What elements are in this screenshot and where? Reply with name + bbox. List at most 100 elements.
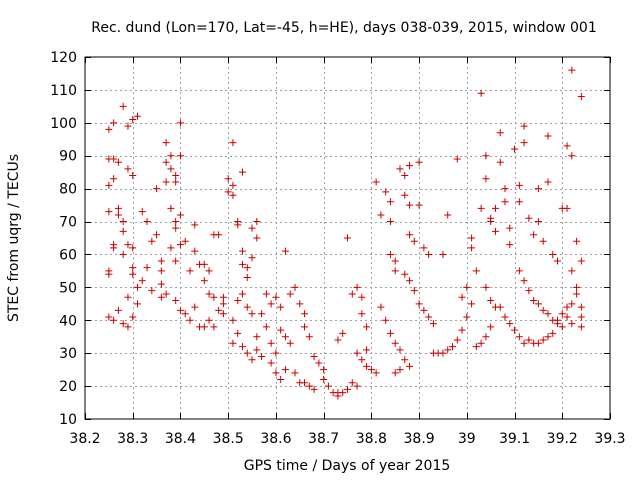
grid (85, 57, 610, 419)
data-point (105, 313, 113, 321)
data-point (468, 234, 476, 242)
x-tick-label: 38.2 (69, 431, 100, 447)
y-tick-label: 10 (59, 412, 77, 428)
data-point (391, 267, 399, 275)
x-tick-label: 38.7 (308, 431, 339, 447)
data-point (334, 336, 342, 344)
data-point (520, 277, 528, 285)
data-point (372, 178, 380, 186)
data-point (119, 250, 127, 258)
data-point (191, 303, 199, 311)
data-point (544, 310, 552, 318)
x-tick-label: 38.6 (260, 431, 291, 447)
data-point (530, 297, 538, 305)
data-point (568, 320, 576, 328)
data-point (296, 300, 304, 308)
data-point (253, 346, 261, 354)
data-point (477, 339, 485, 347)
data-point (172, 218, 180, 226)
chart-title: Rec. dund (Lon=170, Lat=-45, h=HE), days… (91, 20, 597, 36)
data-point (568, 152, 576, 160)
y-tick-label: 20 (59, 379, 77, 395)
data-point (382, 188, 390, 196)
data-point (205, 267, 213, 275)
data-point (248, 224, 256, 232)
data-point (153, 231, 161, 239)
data-point (439, 349, 447, 357)
y-tick-label: 100 (50, 116, 77, 132)
data-point (234, 221, 242, 229)
data-point (391, 339, 399, 347)
data-point (415, 201, 423, 209)
data-point (520, 122, 528, 130)
data-point (229, 181, 237, 189)
data-point (568, 66, 576, 74)
data-point (391, 257, 399, 265)
data-point (391, 369, 399, 377)
data-point (248, 356, 256, 364)
data-point (544, 132, 552, 140)
data-point (210, 293, 218, 301)
data-point (401, 356, 409, 364)
data-point (114, 306, 122, 314)
data-point (172, 297, 180, 305)
data-point (172, 178, 180, 186)
data-point (401, 270, 409, 278)
data-point (573, 290, 581, 298)
data-point (458, 293, 466, 301)
data-point (291, 283, 299, 291)
x-tick-label: 39 (458, 431, 476, 447)
data-point (301, 323, 309, 331)
data-point (110, 155, 118, 163)
data-point (305, 382, 313, 390)
data-point (453, 336, 461, 344)
data-point (205, 316, 213, 324)
data-point (406, 231, 414, 239)
data-point (172, 257, 180, 265)
data-point (377, 211, 385, 219)
data-point (200, 260, 208, 268)
data-point (243, 349, 251, 357)
data-point (224, 188, 232, 196)
data-point (530, 231, 538, 239)
data-point (239, 343, 246, 351)
data-point (468, 244, 476, 252)
data-points (105, 66, 585, 400)
data-point (577, 313, 585, 321)
data-point (573, 283, 581, 291)
data-point (563, 142, 571, 150)
data-point (568, 267, 576, 275)
x-tick-label: 38.8 (356, 431, 387, 447)
data-point (305, 333, 313, 341)
data-point (119, 320, 127, 328)
data-point (129, 116, 137, 124)
axis-ticks: 38.2 38.3 38.4 38.5 38.6 38.7 38.8 38.9 39 39.1 39… (50, 50, 625, 447)
data-point (281, 333, 289, 341)
data-point (534, 339, 542, 347)
y-tick-label: 70 (59, 215, 77, 231)
data-point (449, 343, 456, 351)
data-point (506, 241, 514, 249)
data-point (549, 329, 557, 337)
data-point (224, 175, 232, 183)
y-tick-label: 90 (59, 149, 77, 165)
data-point (234, 329, 242, 337)
data-point (525, 287, 533, 295)
data-point (487, 214, 495, 222)
data-point (511, 326, 519, 334)
x-tick-label: 38.9 (404, 431, 435, 447)
data-point (153, 185, 161, 193)
data-point (105, 267, 113, 275)
data-point (544, 178, 552, 186)
data-point (310, 385, 318, 393)
data-point (119, 102, 127, 110)
data-point (176, 119, 184, 127)
data-point (138, 208, 146, 216)
data-point (563, 204, 571, 212)
data-point (396, 346, 404, 354)
data-point (344, 234, 351, 242)
data-point (487, 297, 495, 305)
data-point (162, 290, 170, 298)
data-point (320, 366, 328, 374)
